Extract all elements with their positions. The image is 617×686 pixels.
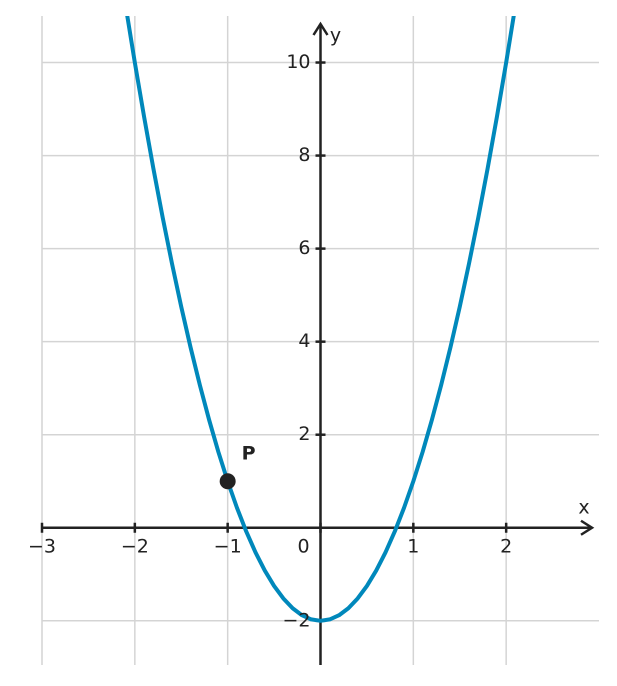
point-label: P xyxy=(242,443,256,465)
y-tick-label: 10 xyxy=(286,51,310,73)
y-arrow xyxy=(312,21,329,36)
x-tick-label: −1 xyxy=(214,535,242,557)
plot-area xyxy=(125,16,516,623)
y-tick-label: 2 xyxy=(298,423,310,445)
x-tick-label: −3 xyxy=(28,535,56,557)
labels: −3 −2 −1 0 1 2 −2 2 4 6 8 10 x y xyxy=(28,25,590,632)
y-tick-label: 8 xyxy=(298,144,310,166)
x-tick-label: −2 xyxy=(121,535,149,557)
x-tick-label: 0 xyxy=(297,535,309,557)
y-tick-label: −2 xyxy=(282,609,310,631)
y-tick-label: 4 xyxy=(298,330,310,352)
axes xyxy=(40,21,595,665)
y-axis-label: y xyxy=(330,25,341,47)
x-tick-label: 2 xyxy=(500,535,512,557)
y-tick-label: 6 xyxy=(298,237,310,259)
point xyxy=(219,473,236,490)
curve xyxy=(125,16,516,623)
x-tick-label: 1 xyxy=(407,535,419,557)
x-axis-label: x xyxy=(578,496,589,518)
x-arrow xyxy=(580,519,595,536)
